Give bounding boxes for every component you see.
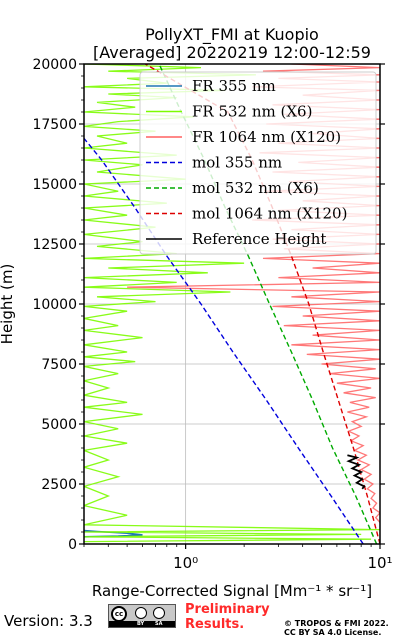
- preliminary-line-1: Preliminary: [185, 602, 270, 617]
- y-tick-label: 7500: [41, 357, 77, 373]
- chart-subtitle: [Averaged] 20220219 12:00-12:59: [93, 43, 371, 62]
- legend-box: [139, 71, 377, 255]
- lidar-profile-chart: PollyXT_FMI at Kuopio [Averaged] 2022021…: [0, 25, 393, 600]
- series-line-1: [84, 64, 380, 543]
- cc-sa-label: SA: [155, 621, 163, 627]
- series-line-3: [84, 137, 364, 544]
- y-tick-label: 20000: [32, 57, 77, 73]
- legend-label: mol 1064 nm (X120): [192, 205, 347, 223]
- y-tick-label: 10000: [32, 297, 77, 313]
- legend-label: FR 532 nm (X6): [192, 103, 312, 121]
- series-line-6: [346, 454, 366, 490]
- share-alike-icon: [153, 607, 165, 619]
- by-attribution-icon: [135, 607, 147, 619]
- x-axis-label: Range-Corrected Signal [Mm⁻¹ * sr⁻¹]: [92, 582, 372, 600]
- version-label: Version: 3.3: [4, 612, 93, 630]
- y-tick-label: 2500: [41, 477, 77, 493]
- chart-title: PollyXT_FMI at Kuopio: [145, 25, 319, 45]
- cc-icon: cc: [111, 606, 127, 622]
- legend-label: FR 355 nm: [192, 77, 276, 95]
- cc-badge-bar: [109, 621, 175, 627]
- x-tick-label: 10¹: [367, 554, 392, 572]
- y-tick-label: 17500: [32, 117, 77, 133]
- x-tick-label: 10⁰: [173, 554, 198, 572]
- preliminary-notice: Preliminary Results.: [185, 602, 270, 632]
- legend-label: FR 1064 nm (X120): [192, 128, 341, 146]
- legend-label: mol 532 nm (X6): [192, 179, 319, 197]
- y-tick-label: 0: [68, 537, 77, 553]
- legend-label: mol 355 nm: [192, 154, 282, 172]
- y-axis-label: Height (m): [0, 264, 16, 345]
- cc-by-label: BY: [137, 621, 145, 627]
- y-tick-label: 12500: [32, 237, 77, 253]
- copyright-notice: © TROPOS & FMI 2022. CC BY SA 4.0 Licens…: [284, 619, 389, 637]
- cc-license-badge[interactable]: cc BY SA: [108, 604, 176, 628]
- y-tick-label: 5000: [41, 417, 77, 433]
- legend-label: Reference Height: [192, 230, 326, 248]
- preliminary-line-2: Results.: [185, 617, 245, 632]
- copyright-line-1: © TROPOS & FMI 2022.: [284, 619, 389, 628]
- y-tick-label: 15000: [32, 177, 77, 193]
- copyright-line-2: CC BY SA 4.0 License.: [284, 628, 382, 637]
